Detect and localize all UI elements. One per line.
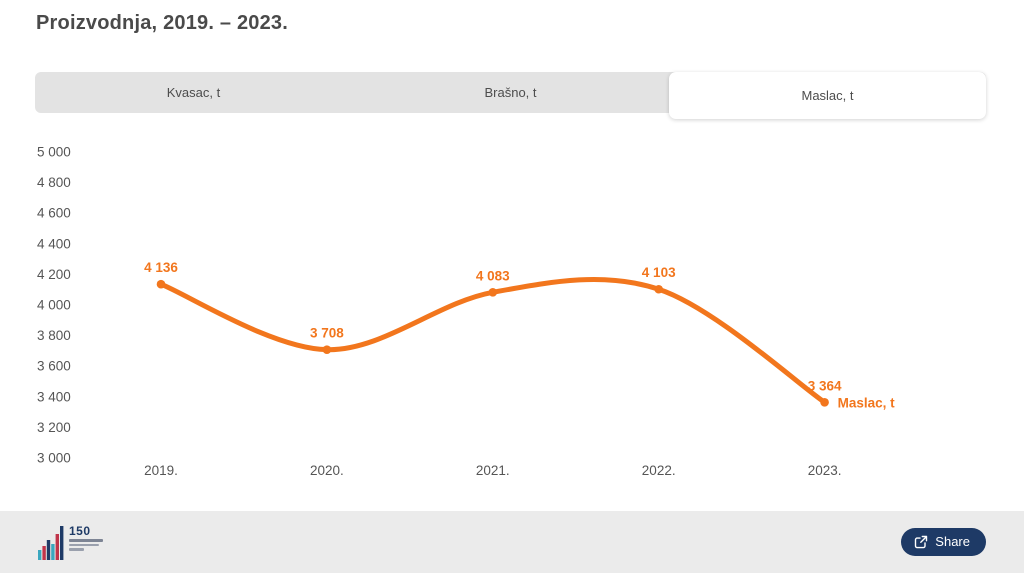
logo-caption-line — [69, 543, 99, 546]
data-label: 4 083 — [476, 268, 510, 283]
y-axis-tick-label: 3 000 — [37, 451, 71, 466]
tab-brasno[interactable]: Brašno, t — [484, 85, 537, 100]
tab-maslac[interactable]: Maslac, t — [669, 72, 986, 119]
y-axis-tick-label: 4 400 — [37, 236, 71, 251]
data-point[interactable] — [322, 345, 332, 354]
data-label: 4 136 — [144, 260, 178, 275]
x-axis-tick-label: 2023. — [808, 463, 842, 478]
data-point[interactable] — [156, 279, 166, 289]
y-axis-tick-label: 3 400 — [37, 389, 71, 404]
data-label: 3 708 — [310, 326, 344, 341]
share-button-label: Share — [935, 534, 970, 549]
y-axis-tick-label: 4 600 — [37, 206, 71, 221]
share-button[interactable]: Share — [901, 528, 986, 556]
y-axis-tick-label: 4 800 — [37, 175, 71, 190]
series-name-label: Maslac, t — [838, 395, 896, 410]
footer-bar: 150 Share — [0, 511, 1024, 573]
x-axis-tick-label: 2022. — [642, 463, 676, 478]
share-icon — [915, 535, 928, 548]
logo-caption-line — [69, 548, 84, 551]
data-point[interactable] — [654, 284, 663, 294]
chart-canvas[interactable]: 5 000 4 800 4 600 4 400 4 200 4 000 3 800 3 600… — [0, 130, 1024, 500]
y-axis-tick-label: 3 200 — [37, 420, 71, 435]
tab-bar: Kvasac, t Brašno, t Maslac, t — [35, 72, 986, 119]
data-point[interactable] — [820, 398, 829, 407]
data-point[interactable] — [488, 288, 498, 297]
page-title: Proizvodnja, 2019. – 2023. — [36, 12, 288, 34]
data-label: 4 103 — [642, 265, 676, 280]
tab-kvasac[interactable]: Kvasac, t — [166, 85, 221, 100]
logo-caption-line — [69, 539, 103, 542]
logo-150-text: 150 — [69, 524, 91, 538]
data-label: 3 364 — [808, 378, 842, 393]
x-axis-tick-label: 2021. — [476, 463, 510, 478]
y-axis-tick-label: 4 000 — [37, 298, 71, 313]
series-line — [158, 277, 828, 405]
y-axis-tick-label: 5 000 — [37, 145, 71, 160]
x-axis-tick-label: 2020. — [310, 463, 344, 478]
logo-text-block: 150 — [69, 524, 103, 551]
x-axis-tick-label: 2019. — [144, 463, 178, 478]
y-axis-tick-label: 3 800 — [37, 328, 71, 343]
logo-bars-icon — [38, 526, 64, 560]
dzs-150-logo: 150 — [38, 524, 103, 560]
y-axis-tick-label: 4 200 — [37, 267, 71, 282]
y-axis-tick-label: 3 600 — [37, 359, 71, 374]
line-chart[interactable]: 5 000 4 800 4 600 4 400 4 200 4 000 3 800 3 600… — [0, 130, 1024, 500]
